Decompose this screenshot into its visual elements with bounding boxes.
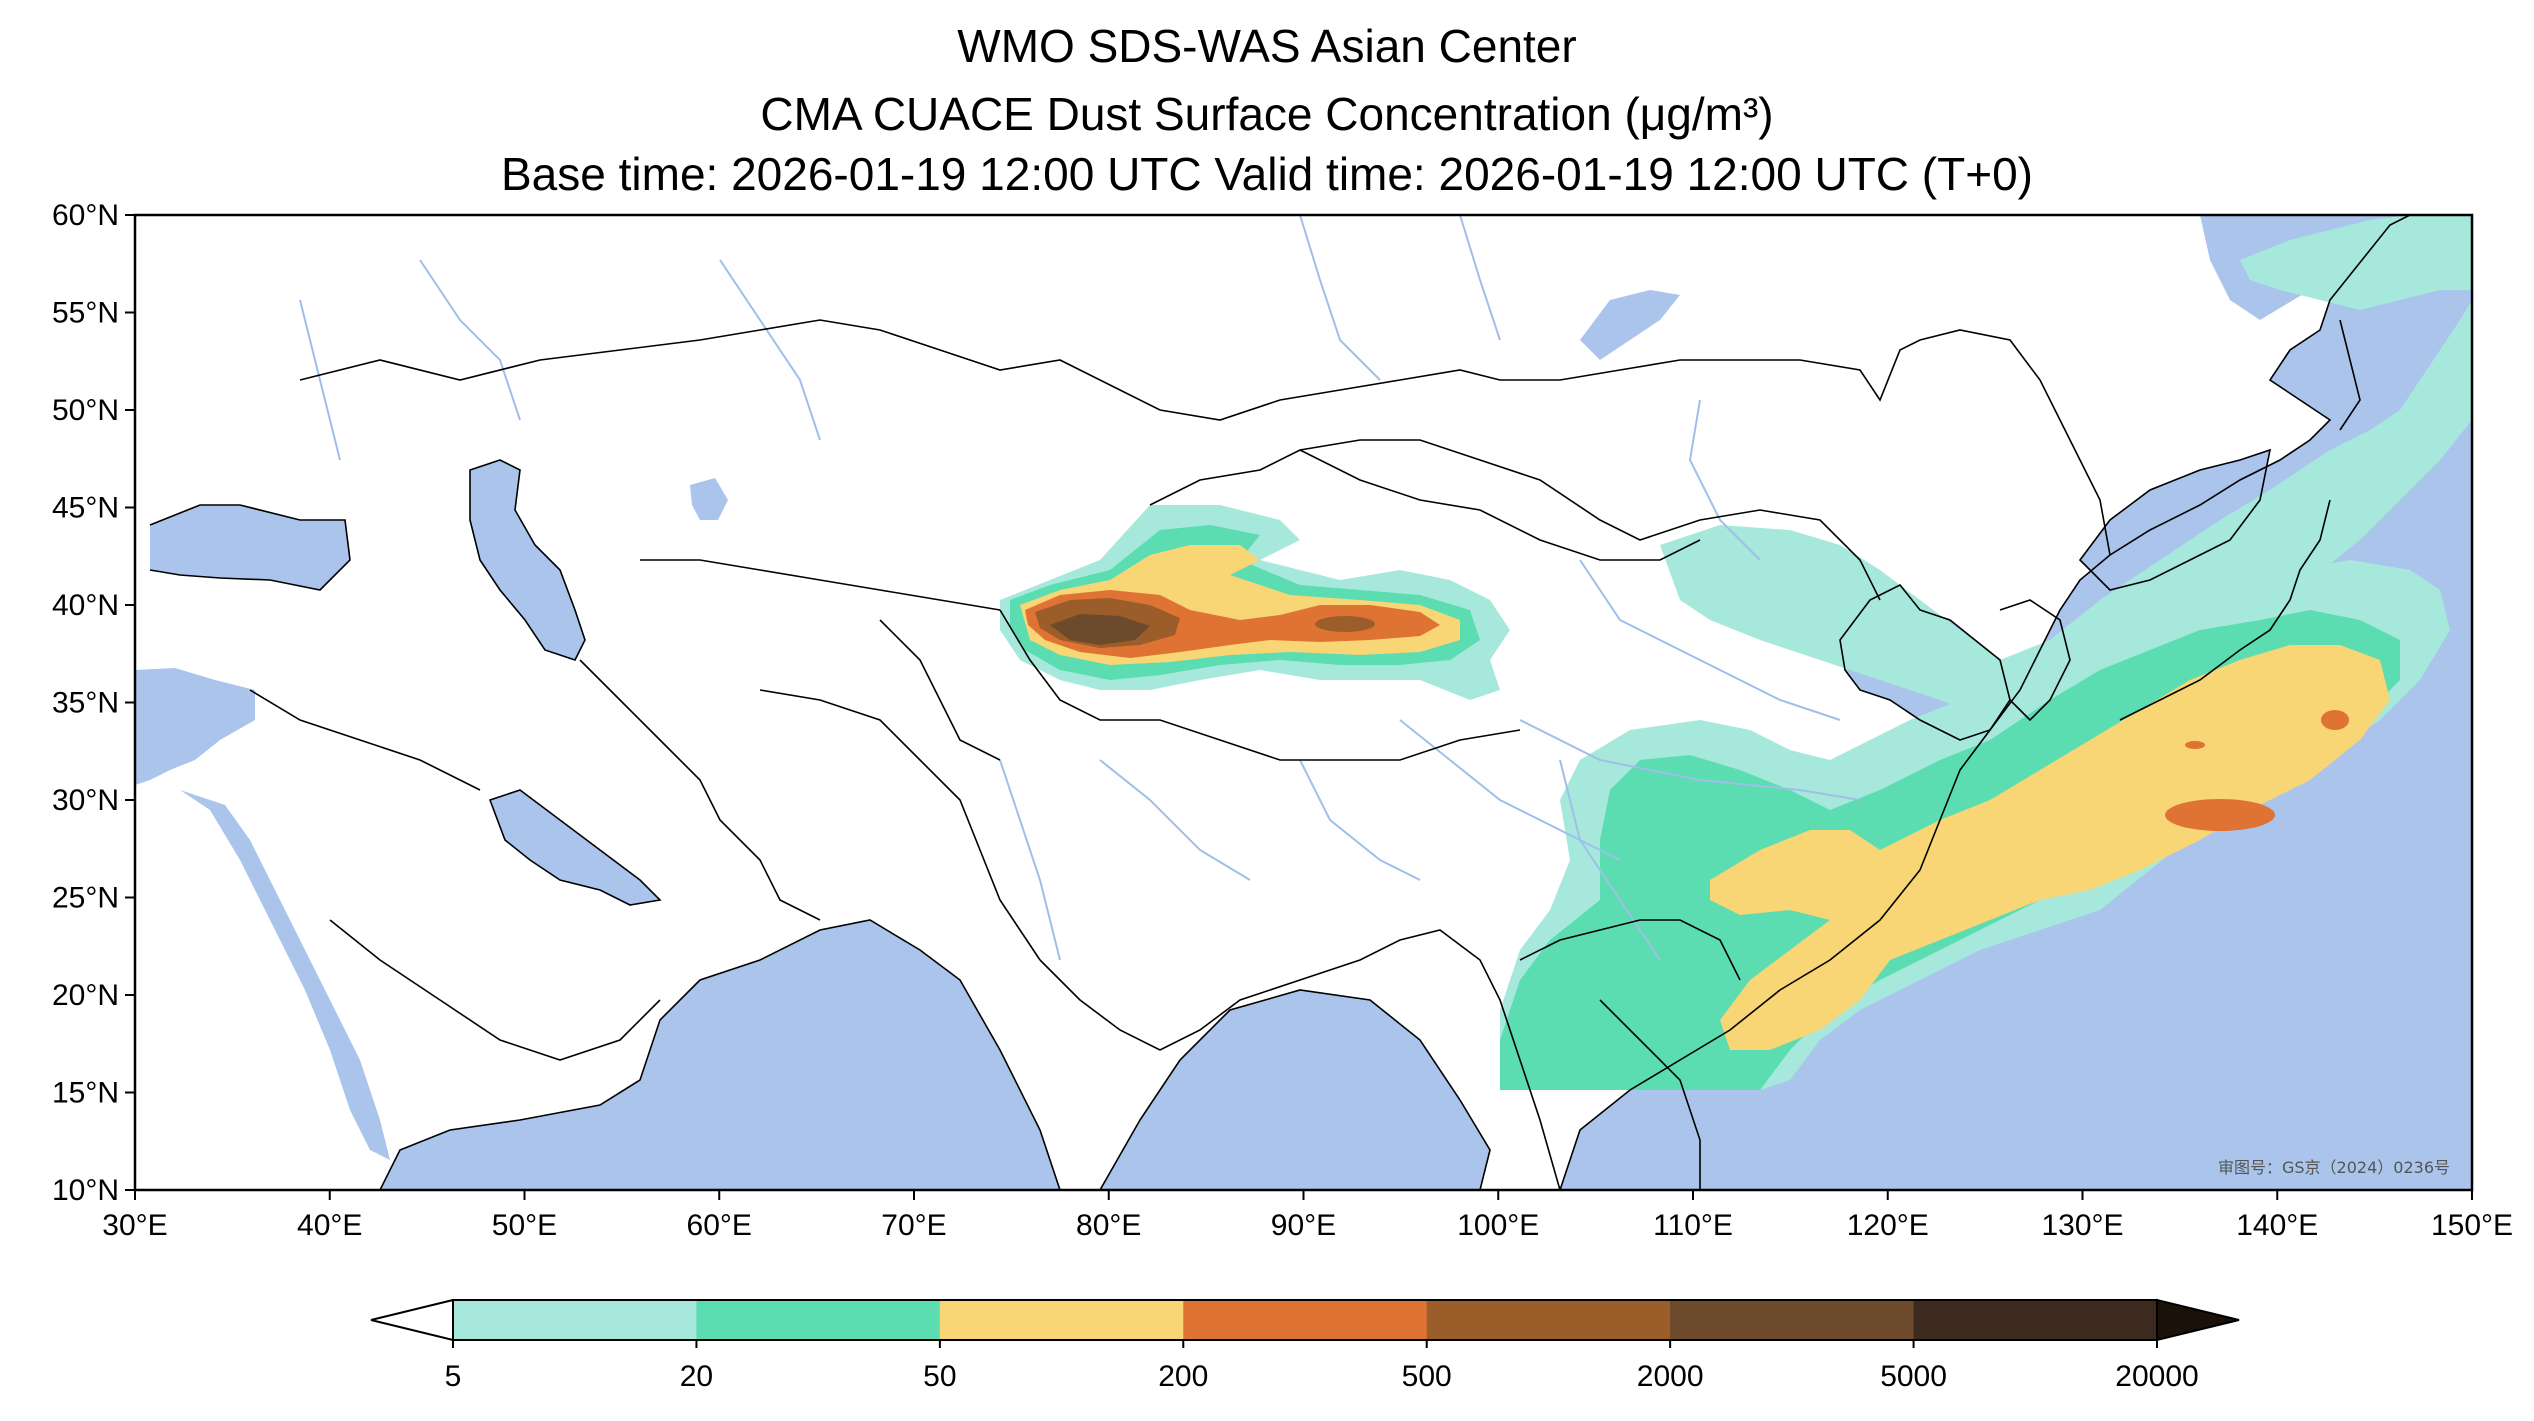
dust-concentration-layer [1000,215,2472,1090]
dust-hotspot-pacific-3 [2185,741,2205,749]
y-tick-label: 50°N [52,394,119,427]
y-tick-label: 15°N [52,1077,119,1110]
colorbar-segment [1426,1300,1671,1340]
x-tick-label: 150°E [2431,1209,2513,1242]
colorbar-label: 5 [445,1360,462,1393]
river-layer [299,215,1861,961]
x-tick-label: 90°E [1271,1209,1336,1242]
colorbar-label: 20 [680,1360,713,1393]
y-tick-label: 45°N [52,492,119,525]
colorbar-label: 2000 [1637,1360,1704,1393]
colorbar-label: 500 [1402,1360,1452,1393]
map-title: WMO SDS-WAS Asian Center [957,20,1577,72]
colorbar: 5 20 50 200 500 2000 5000 20000 [370,1298,2240,1393]
x-tick-label: 130°E [2041,1209,2123,1242]
dust-region-south-china-50 [1710,645,2390,1050]
y-tick-label: 55°N [52,297,119,330]
x-axis: 30°E 40°E 50°E 60°E 70°E 80°E 90°E 100°E 110°E 12… [102,1190,2513,1242]
y-tick-label: 20°N [52,979,119,1012]
y-tick-label: 25°N [52,882,119,915]
x-tick-label: 110°E [1653,1209,1733,1242]
colorbar-label: 50 [923,1360,956,1393]
map-subtitle: CMA CUACE Dust Surface Concentration (μg… [760,88,1774,140]
colorbar-segment [1183,1300,1428,1340]
y-tick-label: 30°N [52,784,119,817]
y-tick-label: 35°N [52,687,119,720]
dust-region-okhotsk [2240,215,2472,310]
dust-region-tarim-2000 [1050,614,1150,645]
colorbar-segment [1670,1300,1915,1340]
time-line: Base time: 2026-01-19 12:00 UTC Valid ti… [501,148,2033,200]
x-tick-label: 40°E [297,1209,362,1242]
x-tick-label: 60°E [687,1209,752,1242]
colorbar-label: 20000 [2115,1360,2198,1393]
colorbar-frame [452,1299,2158,1341]
x-tick-label: 50°E [492,1209,557,1242]
colorbar-segment [453,1300,697,1340]
approval-stamp: 审图号：GS京（2024）0236号 [2218,1158,2450,1177]
colorbar-label: 5000 [1880,1360,1947,1393]
x-tick-label: 30°E [102,1209,167,1242]
x-tick-label: 100°E [1457,1209,1539,1242]
dust-hotspot-tarim-east [1315,616,1375,632]
border-layer [149,215,2411,1190]
dust-hotspot-pacific-2 [2321,710,2349,730]
colorbar-segment [939,1300,1184,1340]
colorbar-label: 200 [1158,1360,1208,1393]
colorbar-min-extension [370,1298,454,1342]
map-area [135,215,2472,1190]
y-axis: 60°N 55°N 50°N 45°N 40°N 35°N 30°N 25°N 20°N 15°N… [52,199,135,1207]
dust-hotspot-pacific-1 [2165,799,2275,831]
x-tick-label: 120°E [1847,1209,1929,1242]
dust-region-northeast-asia [1660,300,2472,720]
y-tick-label: 40°N [52,589,119,622]
y-tick-label: 60°N [52,199,119,232]
x-tick-label: 140°E [2236,1209,2318,1242]
dust-region-japan-north [2260,460,2380,560]
colorbar-max-extension [2156,1298,2240,1342]
x-tick-label: 70°E [881,1209,946,1242]
colorbar-segment [696,1300,941,1340]
x-tick-label: 80°E [1076,1209,1141,1242]
colorbar-segment [1913,1300,2158,1340]
y-tick-label: 10°N [52,1174,119,1207]
